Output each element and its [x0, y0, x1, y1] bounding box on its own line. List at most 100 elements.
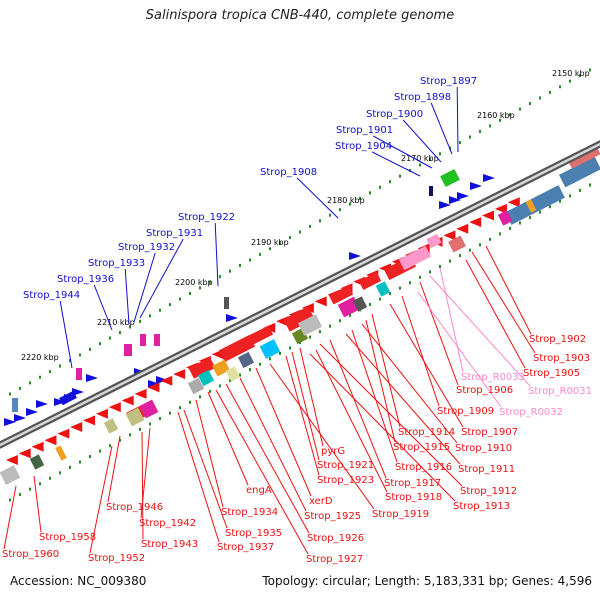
- reverse-leader-line: [215, 389, 309, 555]
- reverse-gene-arrow: [31, 441, 44, 452]
- kbp-ring: 2150 kbp 2160 kbp 2170 kbp 2180 kbp 2190 kbp…: [9, 68, 591, 502]
- reverse-leader-line: [417, 291, 502, 408]
- rna-block: [154, 334, 160, 346]
- forward-gene-label: Strop_1932: [118, 242, 175, 253]
- kbp-tick: [239, 264, 241, 268]
- reverse-gene-arrow: [5, 455, 18, 466]
- reverse-leader-line: [471, 251, 536, 354]
- inner-tick: [379, 297, 381, 301]
- reverse-gene-block: [328, 285, 354, 305]
- kbp-tick: [589, 68, 591, 72]
- genome-stats-text: Topology: circular; Length: 5,183,331 bp…: [262, 574, 592, 588]
- feature-block: [297, 314, 323, 336]
- kbp-tick: [479, 129, 481, 133]
- inner-tick: [469, 248, 471, 252]
- reverse-leader-line: [107, 435, 121, 503]
- reverse-gene-label: Strop_1906: [456, 385, 513, 396]
- inner-tick: [369, 302, 371, 306]
- rna-block: [124, 344, 132, 356]
- reverse-gene-arrow: [314, 296, 327, 307]
- inner-tick: [329, 324, 331, 328]
- forward-leader-line: [59, 300, 73, 369]
- kbp-tick: [419, 163, 421, 167]
- reverse-leader-line: [269, 363, 375, 510]
- inner-tick: [199, 395, 201, 399]
- reverse-gene-block: [188, 357, 216, 379]
- kbp-tick: [339, 208, 341, 212]
- kbp-tick: [399, 174, 401, 178]
- reverse-gene-label: xerD: [309, 496, 333, 507]
- forward-gene-arrow: [457, 192, 469, 200]
- reverse-gene-arrow: [443, 230, 456, 241]
- reverse-leader-line: [429, 275, 531, 387]
- forward-leader-line: [93, 284, 113, 331]
- inner-tick: [419, 275, 421, 279]
- inner-tick: [79, 460, 81, 464]
- reverse-gene-arrow: [44, 435, 57, 446]
- kbp-tick: [129, 325, 131, 329]
- reverse-gene-label: Strop_1903: [533, 353, 590, 364]
- kbp-tick: [209, 280, 211, 284]
- kbp-tick: [569, 79, 571, 83]
- reverse-gene-label: Strop_1923: [317, 475, 374, 486]
- kbp-tick: [439, 152, 441, 156]
- reverse-gene-arrow: [507, 197, 520, 208]
- reverse-leader-line: [33, 475, 42, 533]
- inner-tick: [539, 210, 541, 214]
- inner-tick: [249, 368, 251, 372]
- reverse-gene-label: Strop_1935: [225, 528, 282, 539]
- reverse-leader-line: [371, 313, 401, 428]
- kbp-tick: [469, 135, 471, 139]
- kbp-tick: [169, 303, 171, 307]
- genome-backbone: [0, 140, 600, 449]
- feature-block: [497, 210, 513, 226]
- kbp-tick: [369, 191, 371, 195]
- feature-block: [426, 233, 442, 249]
- reverse-leader-line: [419, 281, 459, 386]
- inner-tick: [529, 216, 531, 220]
- kbp-tick: [189, 291, 191, 295]
- kbp-tick: [149, 314, 151, 318]
- kbp-tick: [199, 286, 201, 290]
- feature-blocks: [0, 145, 600, 485]
- forward-gene-arrow: [36, 400, 48, 408]
- reverse-gene-label: Strop_1921: [317, 460, 374, 471]
- reverse-gene-block: [218, 334, 256, 363]
- reverse-leader-line: [291, 351, 320, 461]
- forward-gene-block: [429, 186, 433, 196]
- forward-gene-block: [440, 169, 460, 187]
- inner-tick: [309, 335, 311, 339]
- reverse-leader-line: [3, 485, 17, 550]
- reverse-gene-label: Strop_1915: [393, 442, 450, 453]
- reverse-gene-arrow: [83, 415, 96, 426]
- reverse-leader-line: [183, 409, 228, 529]
- forward-leader-line: [430, 102, 453, 155]
- kbp-tick: [559, 85, 561, 89]
- kbp-label: 2200 kbp: [175, 278, 213, 287]
- kbp-tick: [179, 297, 181, 301]
- forward-leader-line: [402, 119, 442, 163]
- inner-tick: [39, 482, 41, 486]
- backbone-highlight: [0, 142, 600, 447]
- reverse-gene-arrow: [173, 369, 186, 380]
- feature-block: [0, 465, 21, 485]
- kbp-tick: [359, 196, 361, 200]
- inner-tick: [409, 281, 411, 285]
- reverse-gene-label: Strop_1946: [106, 502, 163, 513]
- kbp-tick: [329, 213, 331, 217]
- inner-tick: [9, 498, 11, 502]
- feature-block: [55, 445, 67, 461]
- feature-block: [398, 245, 432, 271]
- reverse-leader-line: [207, 391, 249, 486]
- inner-tick: [29, 487, 31, 491]
- reverse-gene-label: Strop_1917: [384, 478, 441, 489]
- reverse-gene-label: Strop_1958: [39, 532, 96, 543]
- forward-gene-arrow: [4, 418, 16, 426]
- inner-tick: [129, 433, 131, 437]
- reverse-leader-line: [319, 343, 463, 487]
- kbp-tick: [289, 236, 291, 240]
- reverse-gene-block: [248, 325, 274, 345]
- reverse-gene-label: Strop_1914: [398, 427, 455, 438]
- reverse-leader-line: [361, 323, 458, 444]
- inner-tick: [349, 313, 351, 317]
